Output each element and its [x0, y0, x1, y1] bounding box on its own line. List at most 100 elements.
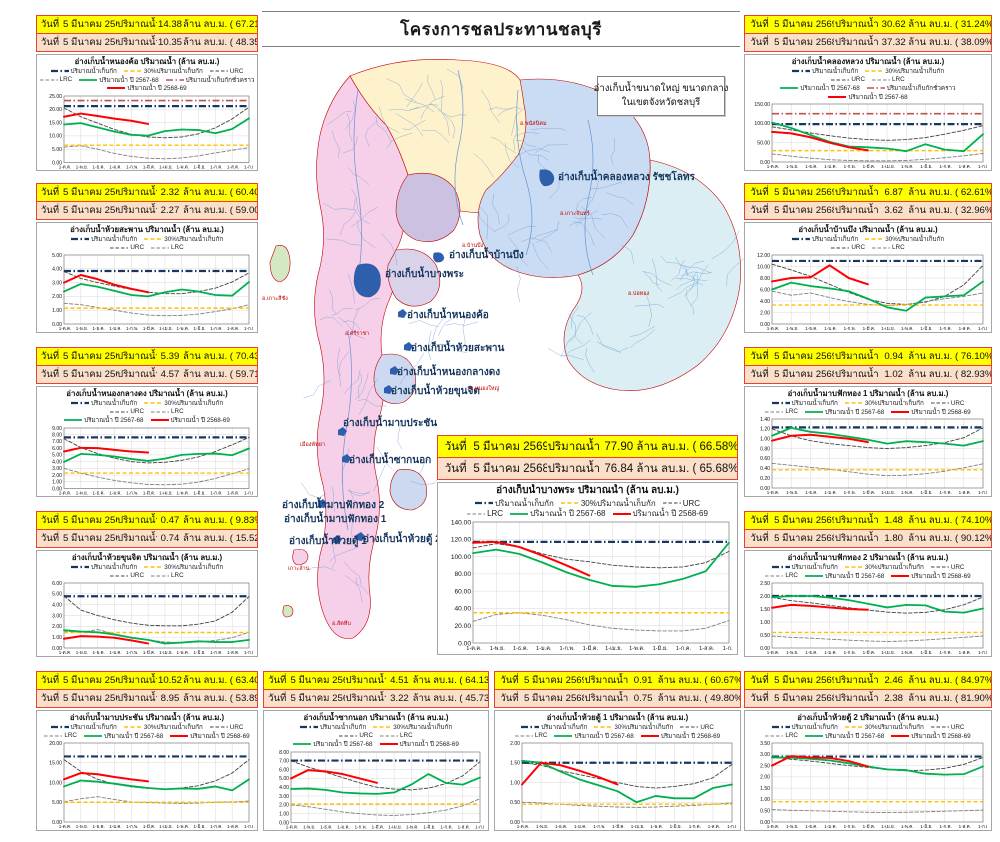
- date-value: 5 มีนาคม 2568: [63, 533, 117, 544]
- svg-text:3.00: 3.00: [279, 793, 289, 799]
- chart-box-huai-tu-2: อ่างเก็บน้ำห้วยตู้ 2 ปริมาณน้ำ (ล้าน ลบ.…: [744, 710, 992, 831]
- svg-text:1-ก.พ.: 1-ก.พ.: [355, 824, 367, 829]
- date-label: วันที่: [40, 533, 60, 544]
- svg-text:1-ม.ค.: 1-ม.ค.: [824, 650, 836, 655]
- svg-text:1-มี.ค.: 1-มี.ค.: [143, 824, 155, 829]
- legend-swatch-cap: [474, 502, 493, 505]
- legend-item-green: ปริมาณน้ำ ปี 2567-68: [804, 407, 884, 417]
- svg-text:1-ม.ค.: 1-ม.ค.: [109, 650, 121, 655]
- legend-label: 30%ปริมาณน้ำเก็บกัก: [164, 564, 224, 572]
- legend-swatch-urc: [110, 247, 129, 249]
- date-value: 5 มีนาคม 2569: [774, 351, 835, 362]
- legend-item-cap30: 30%ปริมาณน้ำเก็บกัก: [373, 722, 452, 732]
- svg-text:1-ม.ค.: 1-ม.ค.: [337, 824, 349, 829]
- volume-value: 30.62: [881, 19, 906, 30]
- map-rivers: [300, 68, 744, 603]
- map-reservoir-label: อ่างเก็บน้ำห้วยตู้ 2: [363, 531, 441, 546]
- date-value: 5 มีนาคม 2568: [473, 462, 547, 475]
- legend-item-cap30: 30%ปริมาณน้ำเก็บกัก: [844, 722, 924, 732]
- legend-swatch-cap30: [560, 502, 579, 504]
- svg-text:0.00: 0.00: [52, 646, 62, 652]
- map-reservoir-dot: [404, 342, 413, 351]
- svg-text:1-ก.ค.: 1-ก.ค.: [689, 824, 701, 829]
- legend-label: ปริมาณน้ำ ปี 2567-68: [530, 509, 606, 519]
- svg-text:1-ม.ค.: 1-ม.ค.: [824, 164, 836, 169]
- status-table-khlong-luang: วันที่ 5 มีนาคม 2569 ปริมาณน้ำ 30.62 ล้าน ลบ…: [744, 15, 992, 52]
- map-reservoir-dot: [356, 532, 365, 541]
- legend-label: ปริมาณน้ำ ปี 2567-68: [103, 732, 164, 740]
- table-row: วันที่ 5 มีนาคม 2569 ปริมาณน้ำ 0.91 ล้าน ลบ.…: [495, 672, 740, 689]
- legend-swatch-urc: [110, 411, 129, 413]
- legend-label: ปริมาณน้ำ ปี 2567-68: [848, 93, 908, 101]
- legend-item-cap: ปริมาณน้ำเก็บกัก: [70, 234, 137, 244]
- legend-label: ปริมาณน้ำ ปี 2568-69: [911, 572, 971, 580]
- svg-text:1-ก.ค.: 1-ก.ค.: [940, 490, 952, 495]
- svg-text:10.00: 10.00: [757, 264, 770, 270]
- volume-label: ปริมาณน้ำ: [834, 693, 879, 704]
- svg-text:1-ต.ค.: 1-ต.ค.: [767, 490, 779, 495]
- svg-text:1.20: 1.20: [760, 427, 770, 433]
- reservoir-panel-bang-phra: วันที่ 5 มีนาคม 2569 ปริมาณน้ำ 77.90 ล้าน ลบ…: [437, 435, 738, 661]
- legend-swatch-cap: [771, 566, 790, 569]
- chart-legend-row: ปริมาณน้ำ ปี 2567-68 ปริมาณน้ำเก็บกักชั่ว…: [747, 84, 989, 93]
- svg-text:1-ธ.ค.: 1-ธ.ค.: [93, 164, 105, 169]
- chart-title: อ่างเก็บน้ำมาบฟักทอง 1 ปริมาณน้ำ (ล้าน ล…: [787, 389, 949, 398]
- chart-title: อ่างเก็บน้ำห้วยขุนจิต ปริมาณน้ำ (ล้าน ลบ…: [71, 553, 223, 562]
- map-region: [477, 78, 651, 278]
- chart-legend-row: LRC ปริมาณน้ำ ปี 2567-68 ปริมาณน้ำ ปี 2568…: [747, 732, 989, 741]
- svg-text:0.80: 0.80: [760, 446, 770, 452]
- svg-text:1-เม.ย.: 1-เม.ย.: [159, 490, 173, 495]
- legend-item-red: ปริมาณน้ำ ปี 2568-69: [107, 83, 187, 93]
- legend-item-cap: ปริมาณน้ำเก็บกัก: [791, 66, 858, 76]
- legend-label: LRC: [64, 732, 77, 740]
- legend-swatch-urc: [831, 79, 850, 81]
- svg-text:0.00: 0.00: [279, 820, 289, 826]
- legend-swatch-red: [107, 87, 126, 90]
- legend-label: ปริมาณน้ำเก็บกัก: [70, 724, 117, 732]
- volume-label: ปริมาณน้ำ: [117, 693, 157, 704]
- legend-item-temp: ปริมาณน้ำเก็บกักชั่วคราว: [866, 83, 956, 93]
- svg-text:1-เม.ย.: 1-เม.ย.: [881, 824, 895, 829]
- date-value: 5 มีนาคม 2569: [63, 351, 117, 362]
- volume-label: ปริมาณน้ำ: [547, 462, 601, 475]
- legend-item-cap30: 30%ปริมาณน้ำเก็บกัก: [865, 66, 944, 76]
- table-row: วันที่ 5 มีนาคม 2569 ปริมาณน้ำ 77.90 ล้าน ลบ…: [438, 436, 737, 457]
- date-value: 5 มีนาคม 2568: [774, 369, 835, 380]
- map-reservoir-label: อ่างเก็บน้ำมาบฟักทอง 1: [284, 511, 387, 525]
- svg-text:1-ส.ค.: 1-ส.ค.: [227, 824, 239, 829]
- chart-title: อ่างเก็บน้ำห้วยสะพาน ปริมาณน้ำ (ล้าน ลบ.…: [70, 225, 224, 234]
- chart-title: อ่างเก็บน้ำหนองค้อ ปริมาณน้ำ (ล้าน ลบ.ม.…: [74, 57, 220, 66]
- legend-label: ปริมาณน้ำเก็บกัก: [541, 724, 588, 732]
- legend-swatch-cap30: [144, 238, 163, 240]
- map-region: [387, 248, 441, 307]
- unit-and-percent: ล้าน ลบ.ม. ( 59.00% ): [183, 205, 257, 216]
- legend-label: ปริมาณน้ำ ปี 2568-69: [127, 85, 187, 93]
- svg-text:1-พ.ย.: 1-พ.ย.: [786, 326, 798, 331]
- date-value: 5 มีนาคม 2569: [473, 440, 547, 453]
- status-table-map-fak-thong-2: วันที่ 5 มีนาคม 2569 ปริมาณน้ำ 1.48 ล้าน ลบ.…: [744, 511, 992, 548]
- volume-label: ปริมาณน้ำ: [834, 187, 879, 198]
- table-row: วันที่ 5 มีนาคม 2568 ปริมาณน้ำ 37.32 ล้าน ลบ…: [745, 33, 991, 51]
- date-label: วันที่: [750, 369, 769, 380]
- date-value: 5 มีนาคม 2568: [774, 533, 835, 544]
- svg-text:40.00: 40.00: [454, 606, 471, 613]
- legend-label: ปริมาณน้ำ ปี 2568-69: [911, 408, 971, 416]
- svg-text:1-ธ.ค.: 1-ธ.ค.: [805, 326, 817, 331]
- svg-text:1-ม.ค.: 1-ม.ค.: [109, 326, 121, 331]
- chart-legend-row: ปริมาณน้ำ ปี 2567-68 ปริมาณน้ำ ปี 2568-69: [39, 416, 255, 425]
- unit-and-percent: ล้าน ลบ.ม. ( 59.71% ): [183, 369, 257, 380]
- map-region: [389, 469, 427, 511]
- legend-item-cap30: 30%ปริมาณน้ำเก็บกัก: [123, 722, 203, 732]
- date-value: 5 มีนาคม 2569: [774, 19, 835, 30]
- chart-title: อ่างเก็บน้ำบางพระ ปริมาณน้ำ (ล้าน ลบ.ม.): [496, 485, 679, 496]
- chart-legend-row: ปริมาณน้ำเก็บกัก 30%ปริมาณน้ำเก็บกัก URC: [747, 723, 989, 732]
- date-value: 5 มีนาคม 2568: [290, 693, 345, 704]
- svg-text:1-พ.ย.: 1-พ.ย.: [786, 490, 798, 495]
- unit-and-percent: ล้าน ลบ.ม. ( 15.52% ): [183, 533, 257, 544]
